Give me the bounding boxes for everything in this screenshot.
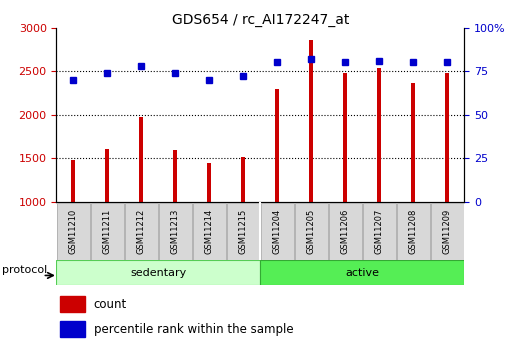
FancyBboxPatch shape bbox=[227, 203, 260, 260]
FancyBboxPatch shape bbox=[261, 203, 293, 260]
FancyBboxPatch shape bbox=[193, 203, 226, 260]
FancyBboxPatch shape bbox=[431, 203, 464, 260]
FancyBboxPatch shape bbox=[57, 203, 90, 260]
Text: protocol: protocol bbox=[2, 265, 47, 275]
Text: GSM11208: GSM11208 bbox=[409, 208, 418, 254]
Bar bbox=[140, 117, 144, 202]
FancyBboxPatch shape bbox=[363, 203, 396, 260]
Text: GSM11206: GSM11206 bbox=[341, 208, 350, 254]
FancyBboxPatch shape bbox=[397, 203, 429, 260]
Text: percentile rank within the sample: percentile rank within the sample bbox=[93, 323, 293, 336]
Text: GSM11211: GSM11211 bbox=[103, 208, 112, 254]
Bar bbox=[173, 150, 177, 202]
Bar bbox=[377, 68, 381, 202]
Bar bbox=[343, 73, 347, 202]
Text: GSM11207: GSM11207 bbox=[375, 208, 384, 254]
Text: count: count bbox=[93, 298, 127, 310]
Text: GSM11213: GSM11213 bbox=[171, 208, 180, 254]
Bar bbox=[71, 160, 75, 202]
Text: GSM11210: GSM11210 bbox=[69, 208, 78, 254]
FancyBboxPatch shape bbox=[260, 260, 464, 285]
Bar bbox=[207, 162, 211, 202]
Text: GSM11214: GSM11214 bbox=[205, 208, 214, 254]
Text: GSM11209: GSM11209 bbox=[443, 208, 452, 254]
Bar bbox=[241, 157, 245, 202]
Bar bbox=[275, 89, 280, 202]
Text: sedentary: sedentary bbox=[130, 268, 187, 277]
Bar bbox=[60, 296, 85, 312]
Text: GSM11215: GSM11215 bbox=[239, 208, 248, 254]
Text: GSM11212: GSM11212 bbox=[137, 208, 146, 254]
Bar bbox=[411, 83, 416, 202]
Text: GSM11204: GSM11204 bbox=[273, 208, 282, 254]
Bar bbox=[309, 40, 313, 202]
Title: GDS654 / rc_AI172247_at: GDS654 / rc_AI172247_at bbox=[172, 12, 349, 27]
FancyBboxPatch shape bbox=[125, 203, 157, 260]
FancyBboxPatch shape bbox=[56, 260, 260, 285]
FancyBboxPatch shape bbox=[295, 203, 328, 260]
FancyBboxPatch shape bbox=[159, 203, 192, 260]
Text: active: active bbox=[345, 268, 379, 277]
FancyBboxPatch shape bbox=[91, 203, 124, 260]
Bar bbox=[60, 321, 85, 337]
Text: GSM11205: GSM11205 bbox=[307, 208, 316, 254]
Bar bbox=[445, 73, 449, 202]
Bar bbox=[105, 149, 109, 202]
FancyBboxPatch shape bbox=[329, 203, 362, 260]
